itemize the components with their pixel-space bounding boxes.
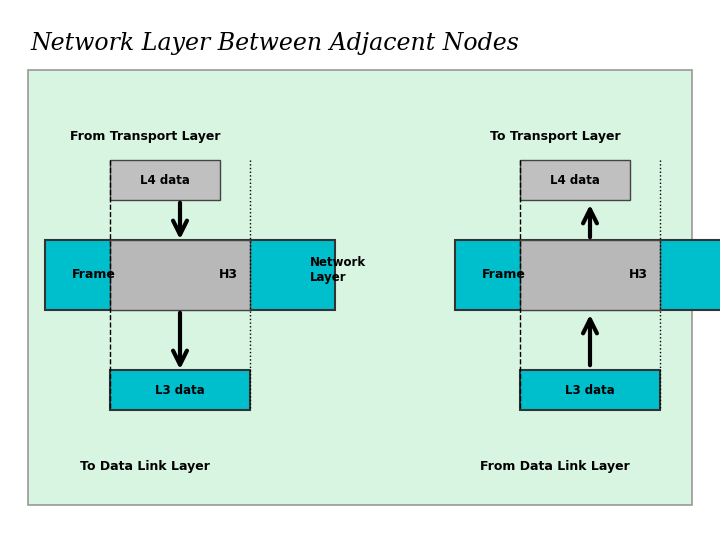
Text: L3 data: L3 data [565, 383, 615, 396]
Text: To Transport Layer: To Transport Layer [490, 130, 621, 143]
Text: H3: H3 [219, 268, 238, 281]
Text: L3 data: L3 data [155, 383, 205, 396]
Bar [455, 240, 720, 310]
Bar [110, 240, 250, 310]
Text: From Data Link Layer: From Data Link Layer [480, 460, 630, 473]
Bar [45, 240, 335, 310]
Bar [110, 370, 250, 410]
Text: L4 data: L4 data [550, 173, 600, 186]
Text: H3: H3 [629, 268, 648, 281]
Text: Frame: Frame [482, 268, 526, 281]
Bar [520, 370, 660, 410]
Text: To Data Link Layer: To Data Link Layer [80, 460, 210, 473]
Bar [28, 70, 692, 505]
Bar [520, 160, 630, 200]
Bar [520, 240, 660, 310]
Text: Network
Layer: Network Layer [310, 256, 366, 284]
Text: L4 data: L4 data [140, 173, 190, 186]
Bar [110, 160, 220, 200]
Text: From Transport Layer: From Transport Layer [70, 130, 220, 143]
Text: Network Layer Between Adjacent Nodes: Network Layer Between Adjacent Nodes [30, 32, 519, 55]
Text: Frame: Frame [72, 268, 116, 281]
